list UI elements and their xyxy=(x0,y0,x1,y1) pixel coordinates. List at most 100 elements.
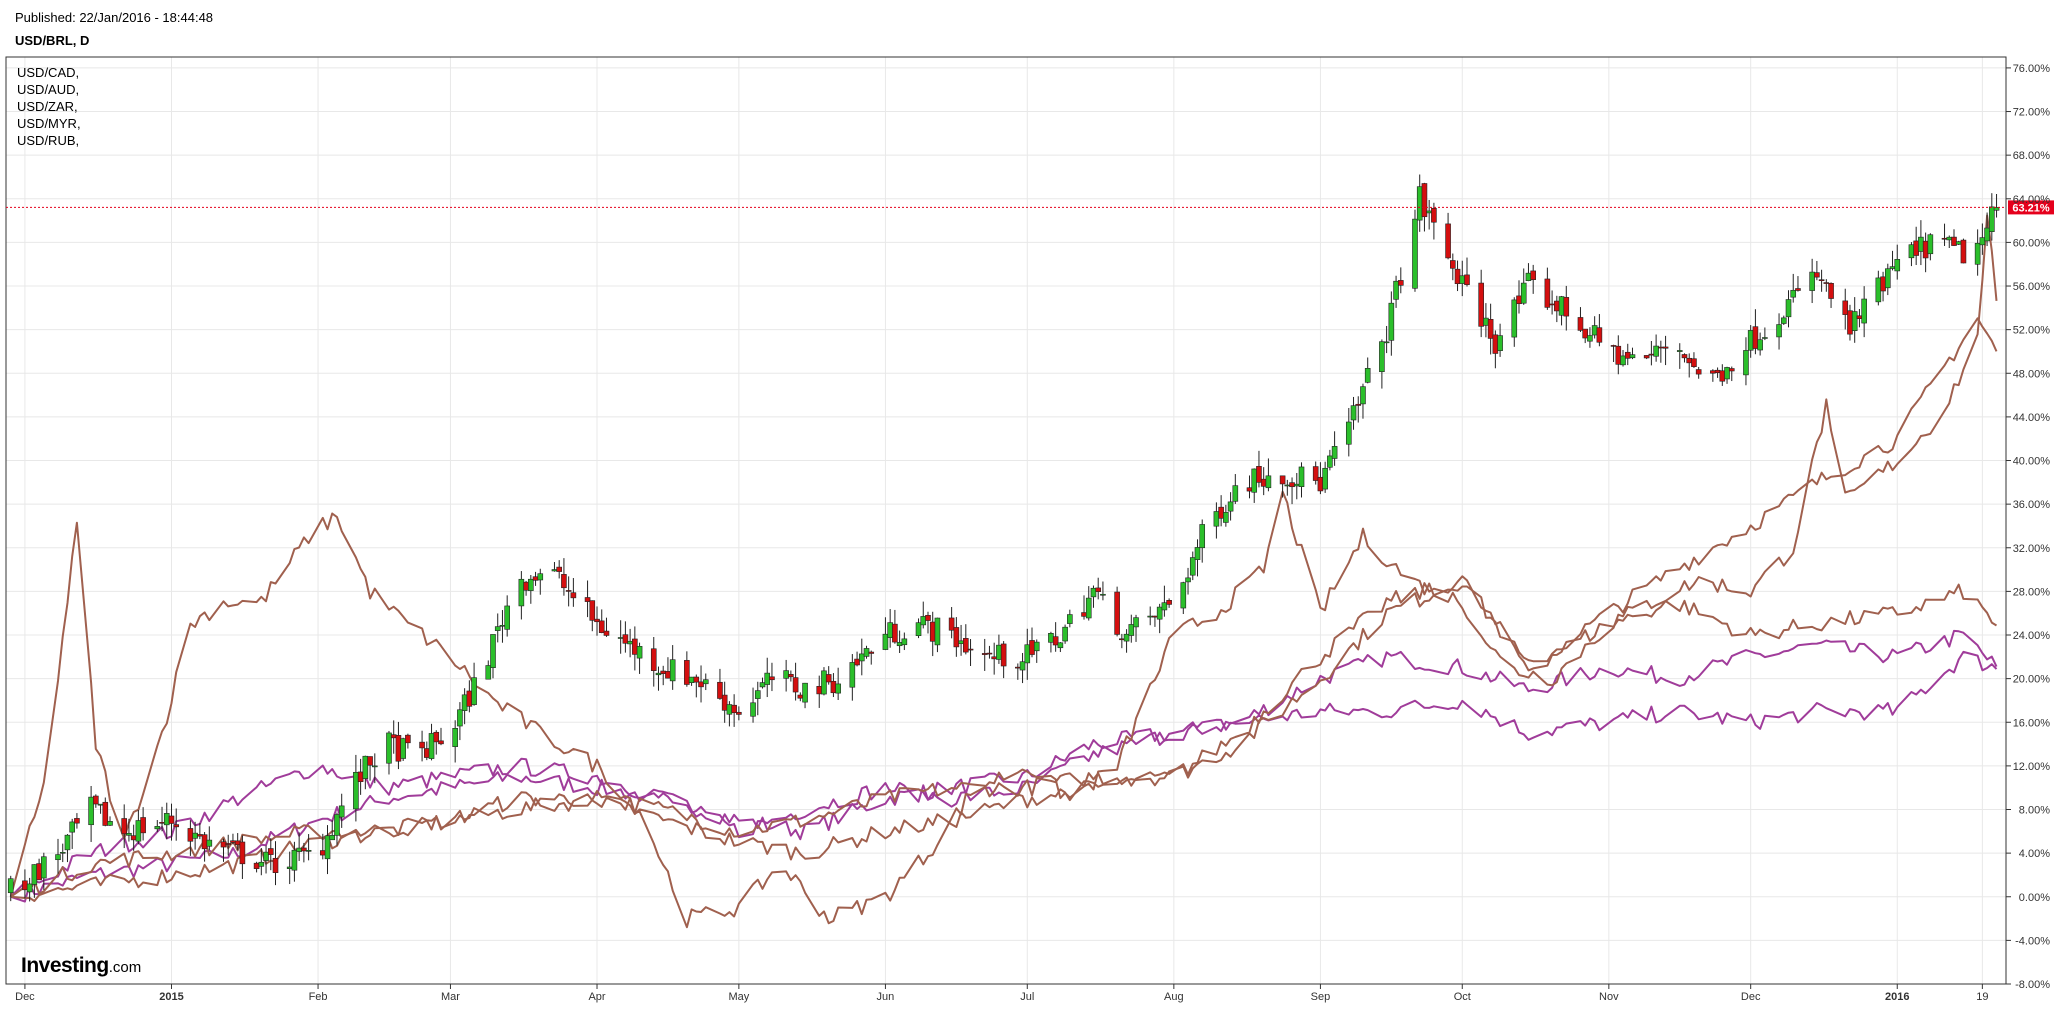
y-tick-label: 20.00% xyxy=(2013,674,2051,686)
candle-body-up xyxy=(1743,350,1749,376)
candle xyxy=(362,755,369,790)
candle xyxy=(461,688,468,725)
candle-body-down xyxy=(173,824,180,828)
candle-body-up xyxy=(518,578,525,607)
candle xyxy=(915,618,922,639)
candle xyxy=(1317,462,1324,495)
candle xyxy=(201,832,208,862)
candle-body-down xyxy=(1450,260,1456,269)
candle-body-up xyxy=(192,832,198,839)
series-line-usd-aud xyxy=(9,650,1998,898)
candle-body-up xyxy=(1232,485,1239,502)
candle-body-up xyxy=(1520,282,1527,304)
candle-body-up xyxy=(901,638,908,646)
candle-body-down xyxy=(1922,240,1929,259)
candle xyxy=(835,667,841,701)
candle-body-down xyxy=(1464,274,1470,285)
candle-body-down xyxy=(272,857,279,873)
x-tick-label: Feb xyxy=(309,991,328,1003)
candle xyxy=(305,834,312,861)
y-tick-label: 8.00% xyxy=(2019,805,2050,817)
candle xyxy=(650,637,657,687)
candle xyxy=(925,611,931,634)
candle-body-down xyxy=(1000,643,1007,667)
candle xyxy=(31,864,38,898)
candle xyxy=(1544,267,1551,310)
candle xyxy=(1019,652,1026,684)
candle-body-up xyxy=(457,709,463,727)
candle xyxy=(523,580,529,596)
candle-body-up xyxy=(471,677,477,705)
candle xyxy=(1492,330,1499,369)
candle xyxy=(1331,431,1338,466)
candle-body-down xyxy=(1218,506,1224,519)
candle xyxy=(991,642,997,675)
candle xyxy=(1951,229,1957,247)
candle xyxy=(1100,581,1106,601)
candle xyxy=(636,642,643,674)
candle-body-up xyxy=(1133,617,1139,628)
candle xyxy=(1223,504,1229,527)
x-tick-label: Dec xyxy=(15,991,35,1003)
candle xyxy=(1591,316,1598,339)
candle xyxy=(1974,229,1981,276)
y-tick-label: 4.00% xyxy=(2019,848,2050,860)
candle xyxy=(267,838,274,871)
legend-item-usd-myr: USD/MYR, xyxy=(17,116,81,131)
candle xyxy=(797,692,804,702)
candle-body-up xyxy=(1483,317,1489,326)
candle xyxy=(1000,641,1007,679)
candle-body-up xyxy=(452,727,458,747)
candle-body-down xyxy=(650,648,657,671)
candle xyxy=(882,617,889,651)
candle-body-down xyxy=(698,681,704,688)
candle xyxy=(1984,212,1990,247)
candle-body-down xyxy=(816,686,823,695)
last-price-badge xyxy=(2008,200,2054,215)
candle xyxy=(953,617,960,657)
candle xyxy=(390,720,397,754)
candle xyxy=(59,843,66,863)
candle xyxy=(556,560,562,579)
candle-body-down xyxy=(1842,300,1849,315)
candle-body-down xyxy=(168,815,175,824)
candle xyxy=(1251,468,1258,503)
candle-body-down xyxy=(1624,351,1631,359)
legend-item-usd-aud: USD/AUD, xyxy=(17,82,80,97)
candle xyxy=(1298,462,1305,498)
candle xyxy=(1478,269,1484,338)
candle xyxy=(863,645,870,659)
candle-body-down xyxy=(1880,276,1886,292)
candle-body-down xyxy=(1563,297,1570,317)
candle-body-down xyxy=(1516,295,1522,305)
candle xyxy=(438,727,444,746)
investing-logo: Investing.com xyxy=(21,954,141,978)
candle-body-up xyxy=(896,642,903,647)
candle xyxy=(1814,260,1820,281)
candle-body-up xyxy=(1497,335,1503,351)
candle xyxy=(1445,212,1451,260)
x-tick-label: Apr xyxy=(588,991,605,1003)
candle xyxy=(1691,352,1697,368)
candle xyxy=(126,818,132,842)
candle-body-up xyxy=(362,755,369,779)
candle-body-down xyxy=(721,694,728,711)
candle-body-up xyxy=(1875,277,1882,303)
candle-body-down xyxy=(1596,327,1603,343)
y-tick-label: -8.00% xyxy=(2015,979,2050,991)
candle-body-up xyxy=(1185,577,1191,583)
candle-body-down xyxy=(523,581,529,591)
candle xyxy=(1913,226,1919,265)
candle-body-down xyxy=(230,840,236,843)
candle xyxy=(996,634,1002,664)
candle xyxy=(967,639,974,666)
candle xyxy=(490,634,496,679)
candle xyxy=(1289,477,1295,505)
candle-body-down xyxy=(532,576,539,581)
candle xyxy=(698,665,704,703)
candle-body-down xyxy=(22,880,28,891)
candle xyxy=(55,838,61,874)
candle-body-down xyxy=(267,848,274,855)
candle xyxy=(1180,581,1187,615)
candle xyxy=(1450,253,1456,281)
